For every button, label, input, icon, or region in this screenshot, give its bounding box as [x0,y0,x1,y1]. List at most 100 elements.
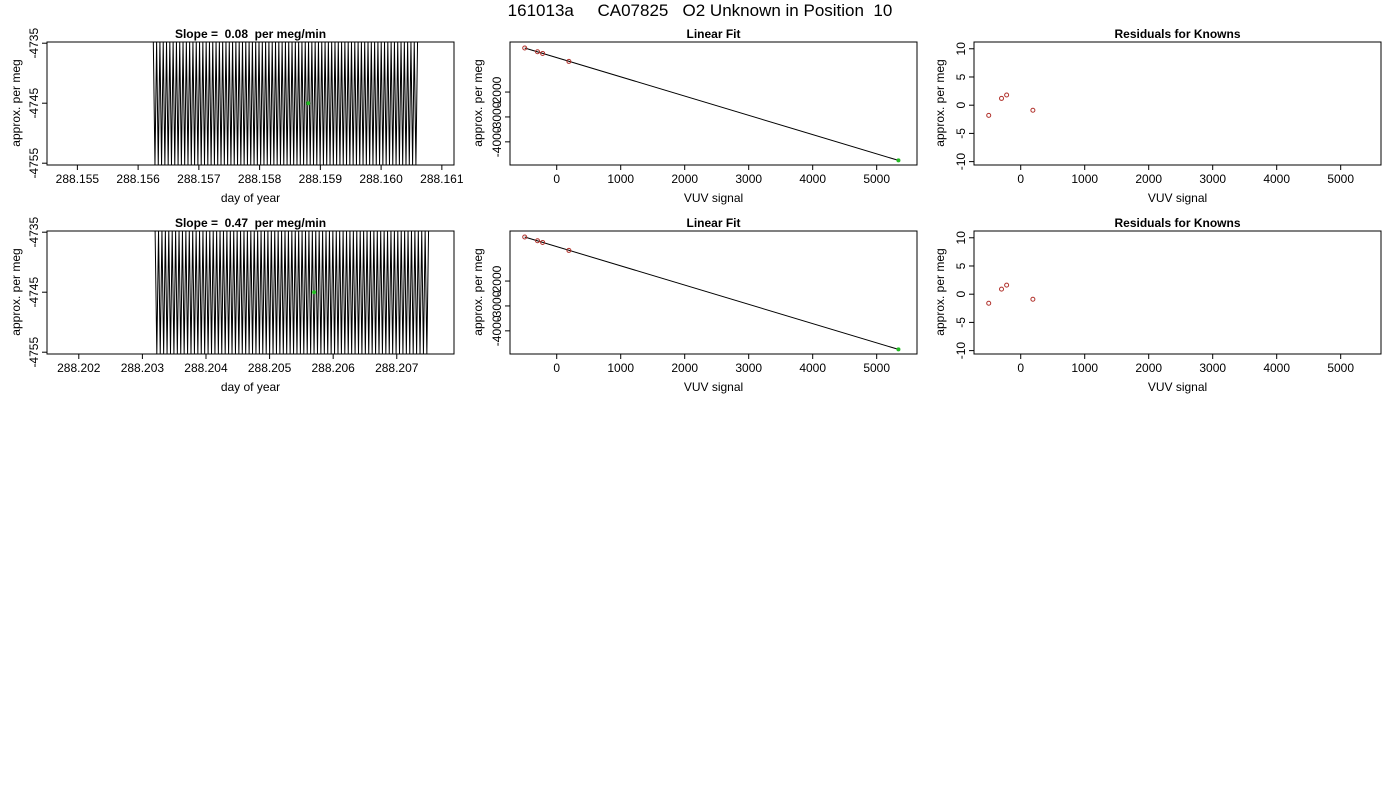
x-tick-label: 1000 [1071,361,1098,375]
plot-svg: 0 1000 2000 3000 4000 5000 10 5 0 -5 -10 [954,230,1382,375]
known-point [1030,296,1036,302]
y-tick-label: -3000 [490,101,504,132]
known-point [1004,92,1010,98]
x-tick-label: 4000 [1263,361,1290,375]
unknown-point [896,347,901,352]
plot-frame [973,230,1382,355]
x-tick-label: 0 [553,172,560,186]
y-tick-label: -4745 [27,277,41,308]
x-tick-label: 0 [553,361,560,375]
plot-svg: 288.202 288.203 288.204 288.205 288.206 288.2… [27,217,455,375]
signal-line [154,231,430,354]
known-point [522,45,528,51]
known-point [540,50,546,56]
y-tick-label: -4755 [27,148,41,179]
panel-title: Linear Fit [686,27,741,41]
y-tick-label: -4735 [27,28,41,59]
y-tick-label: -2000 [490,76,504,107]
plot-svg: 0 1000 2000 3000 4000 5000 -2000-3000-4000 [490,230,918,375]
x-axis-label: VUV signal [683,191,744,205]
y-tick-label: -4735 [27,217,41,248]
x-tick-label: 288.158 [238,172,282,186]
plot-area [986,92,1036,118]
fit-line [524,236,899,350]
x-tick-label: 5000 [863,172,890,186]
known-point [535,49,541,55]
plot-frame [973,41,1382,166]
fit-line [524,47,899,161]
x-tick-label: 5000 [1327,361,1354,375]
x-tick-label: 0 [1017,172,1024,186]
x-tick-label: 288.202 [57,361,101,375]
x-tick-label: 2000 [1135,172,1162,186]
x-tick-label: 4000 [1263,172,1290,186]
time-series-panel-1: Slope = 0.08 per meg/min 288.155 288.156 2… [0,26,470,206]
y-tick-label: 0 [954,102,968,109]
known-point [986,112,992,118]
y-axis-label: approx. per meg [9,248,23,336]
y-tick-label: -10 [954,342,968,360]
y-axis-label: approx. per meg [9,59,23,147]
x-tick-label: 5000 [1327,172,1354,186]
known-point [566,58,572,64]
plot-area [522,234,901,352]
known-point [522,234,528,240]
y-tick-label: 5 [954,262,968,269]
x-tick-label: 5000 [863,361,890,375]
time-series-panel-2: Slope = 0.47 per meg/min 288.202 288.203 2… [0,215,470,395]
x-tick-label: 3000 [1199,172,1226,186]
y-tick-label: -3000 [490,290,504,321]
plot-frame [509,41,918,166]
x-tick-label: 2000 [671,361,698,375]
y-axis-label: approx. per meg [471,248,485,336]
x-tick-label: 288.161 [420,172,464,186]
x-axis-label: day of year [220,380,281,394]
plot-svg: 0 1000 2000 3000 4000 5000 -2000-3000-4000 [490,41,918,186]
page-title: 161013a CA07825 O2 Unknown in Position 1… [507,1,893,20]
known-point [566,247,572,253]
plot-area [152,42,419,165]
linear-fit-panel-1: Linear Fit 0 1000 2000 3000 4000 5000 -2000 -30… [470,26,940,206]
linear-fit-panel-2: Linear Fit 0 1000 2000 3000 4000 5000 -2000 -30… [470,215,940,395]
y-tick-label: -5 [954,317,968,328]
y-tick-label: -2000 [490,265,504,296]
x-tick-label: 0 [1017,361,1024,375]
y-axis-label: approx. per meg [933,59,947,147]
x-tick-label: 4000 [799,361,826,375]
x-axis-label: VUV signal [683,380,744,394]
x-tick-label: 288.156 [116,172,160,186]
y-tick-label: 10 [954,231,968,245]
unknown-marker [312,290,317,295]
x-tick-label: 2000 [671,172,698,186]
x-tick-label: 288.204 [184,361,228,375]
x-tick-label: 288.159 [299,172,343,186]
residuals-panel-2: Residuals for Knowns 0 1000 2000 3000 4000 50… [930,215,1400,395]
plot-svg: 288.155 288.156 288.157 288.158 288.159 288.1… [27,28,464,186]
known-point [540,239,546,245]
y-tick-label: 10 [954,42,968,56]
x-axis-label: day of year [220,191,281,205]
panel-title: Residuals for Knowns [1114,27,1241,41]
y-tick-label: 0 [954,291,968,298]
unknown-marker [306,101,311,106]
panel-title: Slope = 0.47 per meg/min [174,216,327,230]
known-point [1004,282,1010,288]
y-tick-label: -4000 [490,126,504,157]
x-tick-label: 2000 [1135,361,1162,375]
x-tick-label: 4000 [799,172,826,186]
y-axis-label: approx. per meg [471,59,485,147]
residuals-panel-1: Residuals for Knowns 0 1000 2000 3000 4000 50… [930,26,1400,206]
plot-svg: 0 1000 2000 3000 4000 5000 10 5 0 -5 -10 [954,41,1382,186]
y-tick-label: -5 [954,128,968,139]
x-axis-label: VUV signal [1147,191,1208,205]
known-point [1030,107,1036,113]
x-tick-label: 288.206 [311,361,355,375]
x-tick-label: 3000 [735,172,762,186]
y-tick-label: -4755 [27,337,41,368]
x-tick-label: 3000 [735,361,762,375]
y-tick-label: -4745 [27,88,41,119]
plot-area [522,45,901,163]
x-tick-label: 1000 [1071,172,1098,186]
plot-area [154,231,430,354]
known-point [986,300,992,306]
